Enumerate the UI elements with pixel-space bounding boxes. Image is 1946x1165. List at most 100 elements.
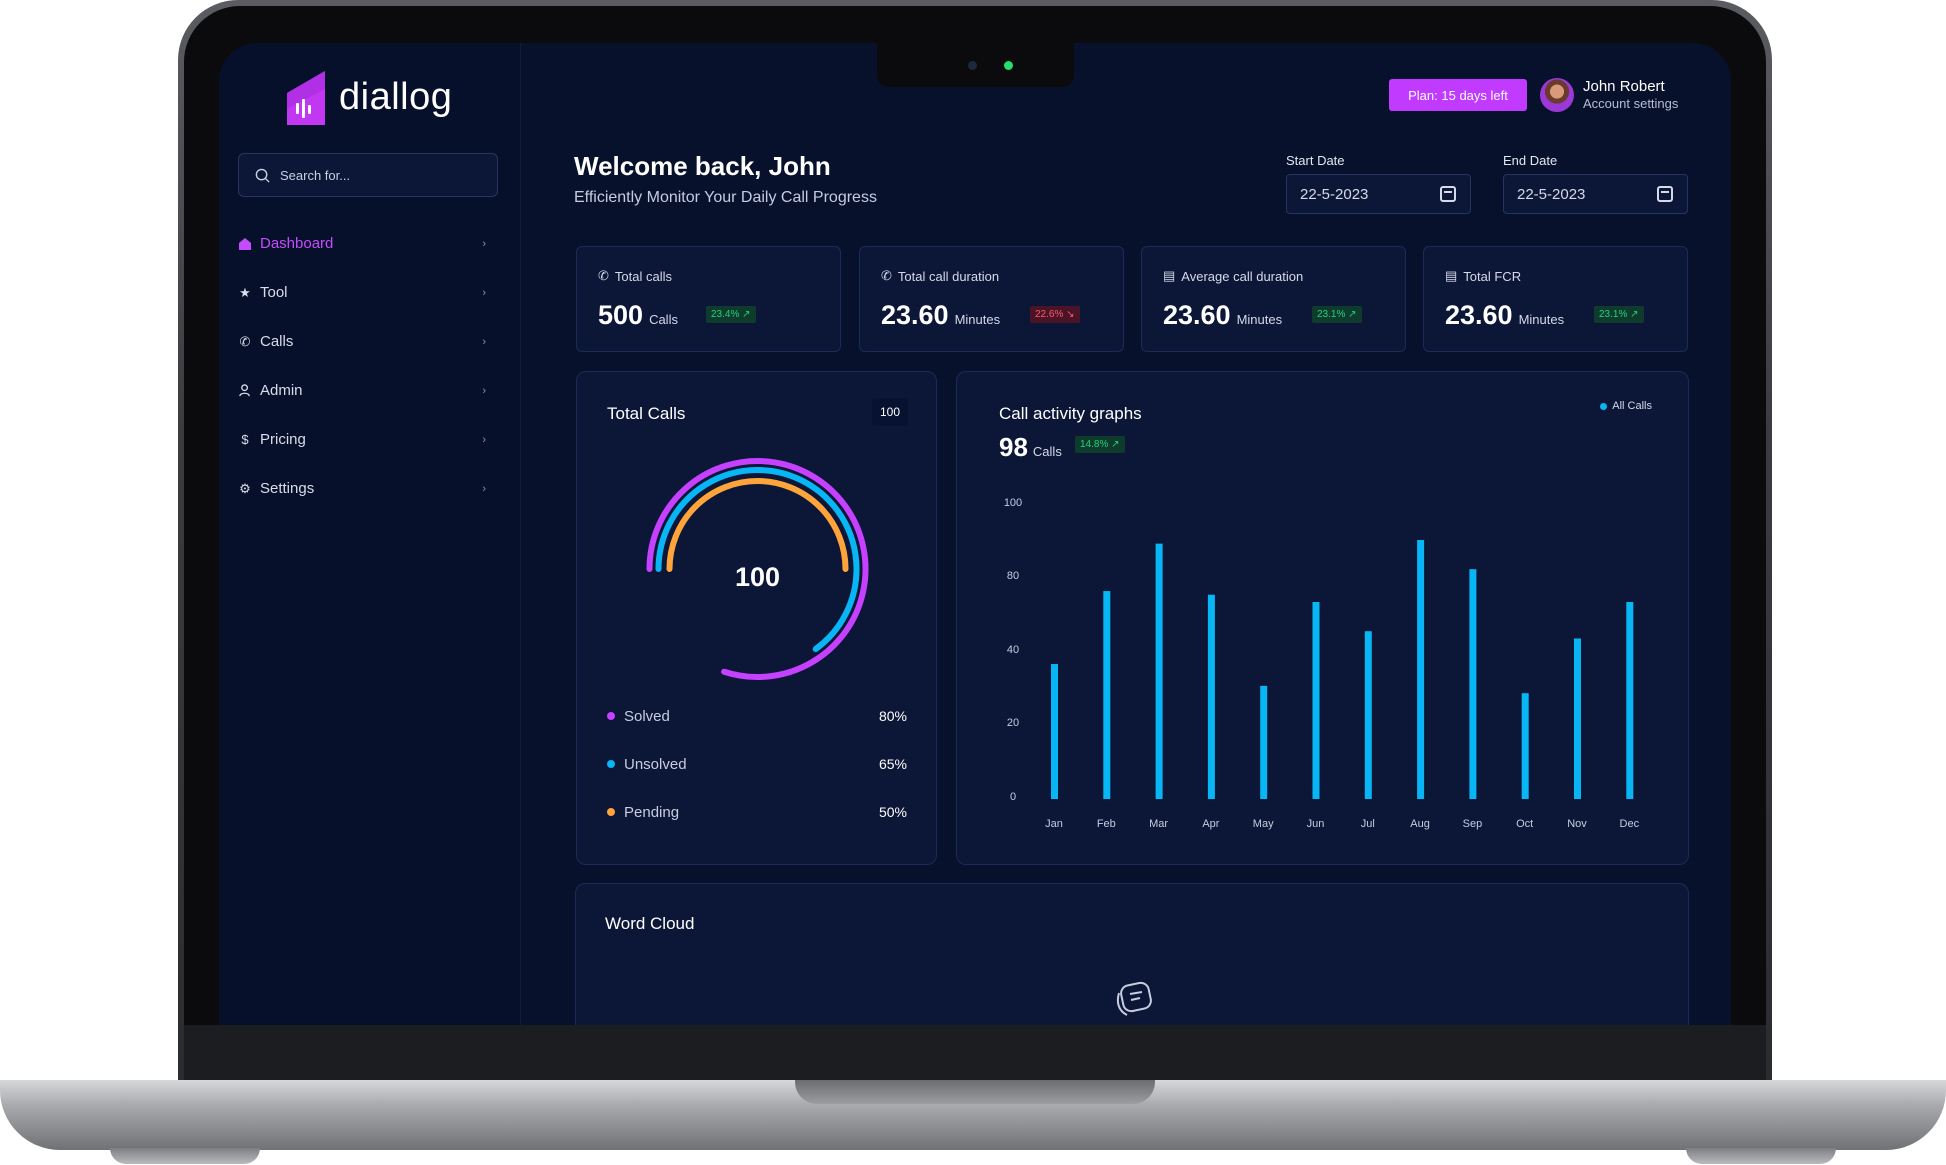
sidebar-item-settings[interactable]: ⚙ Settings › xyxy=(238,464,498,513)
y-tick-label: 0 xyxy=(1010,791,1016,803)
legend-label: Pending xyxy=(624,803,680,821)
user-name[interactable]: John Robert xyxy=(1583,78,1665,95)
stat-unit: Minutes xyxy=(1236,312,1283,327)
end-date-label: End Date xyxy=(1503,153,1558,168)
stat-label-text: Total FCR xyxy=(1463,268,1522,284)
bar-mar[interactable] xyxy=(1155,543,1163,799)
bar-sep[interactable] xyxy=(1469,569,1477,799)
radial-ring-solved xyxy=(646,458,869,680)
radial-ring-pending xyxy=(666,478,849,572)
legend-label: Unsolved xyxy=(624,755,687,773)
laptop-chin xyxy=(184,1025,1766,1080)
call-activity-bar-chart: 100 80 40 20 0 Jan Feb Mar Apr May Jun Jul Aug Sep Oct… xyxy=(1004,497,1640,830)
bar-apr[interactable] xyxy=(1207,594,1215,799)
stat-unit: Minutes xyxy=(954,312,1001,327)
laptop-opening-notch xyxy=(795,1080,1155,1104)
stat-label: ✆ Total calls xyxy=(598,268,672,284)
start-date-field[interactable]: 22-5-2023 xyxy=(1286,174,1471,214)
page-title: Welcome back, John xyxy=(574,151,831,181)
x-tick-label: Feb xyxy=(1097,818,1116,830)
sidebar-item-tool[interactable]: ★ Tool › xyxy=(238,268,498,317)
stat-value-number: 500 xyxy=(598,300,644,330)
stat-unit: Calls xyxy=(649,312,678,327)
legend-pct: 50% xyxy=(878,804,907,820)
x-tick-label: Jul xyxy=(1361,818,1375,830)
calendar-icon[interactable] xyxy=(1657,186,1673,202)
stat-unit: Minutes xyxy=(1518,312,1565,327)
legend-label: All Calls xyxy=(1612,400,1652,412)
laptop-foot-right xyxy=(1686,1148,1836,1164)
start-date-label: Start Date xyxy=(1286,153,1345,168)
sidebar-item-label: Calls xyxy=(260,333,294,350)
radial-center-value: 100 xyxy=(735,562,780,592)
avatar[interactable] xyxy=(1540,78,1574,112)
search-input[interactable]: Search for... xyxy=(238,153,498,197)
sidebar-item-calls[interactable]: ✆ Calls › xyxy=(238,317,498,366)
trend-badge: 14.8% ↗ xyxy=(1075,436,1125,453)
stat-value-number: 23.60 xyxy=(1163,300,1231,330)
x-tick-label: Sep xyxy=(1463,818,1483,830)
legend-pct: 65% xyxy=(878,756,907,772)
bar-oct[interactable] xyxy=(1521,693,1529,799)
bar-jun[interactable] xyxy=(1312,602,1320,799)
bar-may[interactable] xyxy=(1260,685,1268,799)
chart-legend: All Calls xyxy=(1600,400,1652,412)
bar-nov[interactable] xyxy=(1574,638,1581,799)
stat-label-text: Total call duration xyxy=(897,268,1000,284)
sidebar-item-label: Admin xyxy=(260,382,303,399)
sidebar-item-dashboard[interactable]: Dashboard › xyxy=(238,219,498,268)
sidebar-item-label: Tool xyxy=(260,284,288,301)
brand-logo[interactable]: diallog xyxy=(285,69,452,125)
account-settings-link[interactable]: Account settings xyxy=(1583,96,1679,111)
user-icon xyxy=(238,384,252,398)
x-tick-label: May xyxy=(1253,818,1274,830)
legend-item-solved: Solved 80% xyxy=(607,706,907,726)
x-tick-label: Jun xyxy=(1307,818,1325,830)
home-icon xyxy=(238,237,252,251)
trend-badge: 23.1% ↗ xyxy=(1312,306,1362,323)
sidebar-item-pricing[interactable]: $ Pricing › xyxy=(238,415,498,464)
search-placeholder: Search for... xyxy=(280,167,351,183)
bar-jul[interactable] xyxy=(1364,631,1372,799)
bar-jan[interactable] xyxy=(1051,664,1058,799)
y-tick-label: 20 xyxy=(1007,717,1019,729)
chevron-right-icon: › xyxy=(482,286,486,299)
logo-icon xyxy=(285,69,325,125)
calendar-icon[interactable] xyxy=(1440,186,1456,202)
star-icon: ★ xyxy=(239,284,251,300)
stat-label: ▤ Total FCR xyxy=(1445,268,1521,284)
activity-value-number: 98 xyxy=(999,432,1028,462)
y-tick-label: 100 xyxy=(1004,497,1022,509)
camera-notch xyxy=(877,43,1074,87)
sidebar-item-admin[interactable]: Admin › xyxy=(238,366,498,415)
legend-dot xyxy=(1600,402,1608,410)
sidebar-item-label: Settings xyxy=(260,480,315,497)
stat-label-text: Total calls xyxy=(614,268,672,284)
x-tick-label: Mar xyxy=(1149,818,1168,830)
legend-item-pending: Pending 50% xyxy=(607,802,907,822)
stat-label: ✆ Total call duration xyxy=(881,268,999,284)
stat-label-text: Average call duration xyxy=(1181,268,1304,284)
bar-feb[interactable] xyxy=(1103,591,1111,799)
end-date-value: 22-5-2023 xyxy=(1517,185,1586,203)
search-icon xyxy=(255,168,270,183)
stat-card-total-fcr: ▤ Total FCR 23.60 Minutes 23.1% ↗ xyxy=(1423,246,1688,352)
chevron-right-icon: › xyxy=(482,237,486,250)
start-date-value: 22-5-2023 xyxy=(1300,185,1369,203)
plan-button[interactable]: Plan: 15 days left xyxy=(1389,79,1527,111)
laptop-foot-left xyxy=(110,1148,260,1164)
activity-unit: Calls xyxy=(1032,444,1062,459)
legend-pct: 80% xyxy=(878,708,907,724)
y-tick-label: 40 xyxy=(1007,644,1019,656)
stat-value: 23.60 Minutes xyxy=(1163,300,1282,331)
bar-dec[interactable] xyxy=(1626,602,1634,799)
legend-dot xyxy=(607,712,615,720)
bar-aug[interactable] xyxy=(1417,540,1425,799)
card-title: Total Calls xyxy=(607,404,686,423)
page-subtitle: Efficiently Monitor Your Daily Call Prog… xyxy=(574,189,877,206)
sidebar-item-label: Dashboard xyxy=(260,235,334,252)
radial-progress-chart: 100 xyxy=(646,458,869,680)
total-calls-card: Total Calls 100 100 Solved 80% Unsolved … xyxy=(576,371,937,865)
end-date-field[interactable]: 22-5-2023 xyxy=(1503,174,1688,214)
x-tick-label: Jan xyxy=(1045,818,1063,830)
